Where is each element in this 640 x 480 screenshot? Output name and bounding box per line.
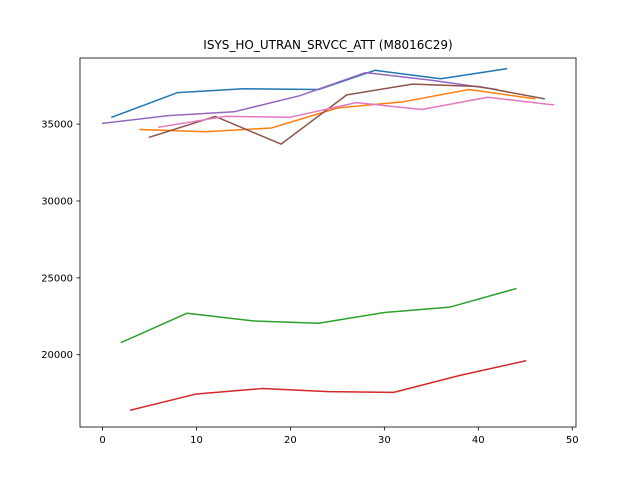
chart-title: ISYS_HO_UTRAN_SRVCC_ATT (M8016C29)	[203, 38, 452, 52]
axes-layer: 0 10 20 30 40 50 20000 25000 30000 35000	[41, 57, 579, 446]
series-line-6	[148, 83, 545, 145]
x-tick-label: 50	[566, 435, 579, 446]
x-tick-label: 10	[190, 435, 203, 446]
series-line-2	[139, 88, 536, 133]
x-tick-label: 30	[378, 435, 391, 446]
series-line-5	[101, 71, 498, 125]
x-tick-label: 20	[284, 435, 297, 446]
y-tick-label: 20000	[41, 350, 73, 361]
y-tick-label: 25000	[41, 273, 73, 284]
series-layer	[101, 67, 555, 411]
x-tick-label: 40	[472, 435, 485, 446]
x-tick-label: 0	[99, 435, 105, 446]
y-tick-label: 30000	[41, 196, 73, 207]
y-tick-label: 35000	[41, 120, 73, 131]
series-line-7	[158, 96, 555, 129]
plot-frame	[79, 57, 577, 428]
series-line-3	[120, 287, 517, 344]
series-line-4	[129, 359, 527, 411]
